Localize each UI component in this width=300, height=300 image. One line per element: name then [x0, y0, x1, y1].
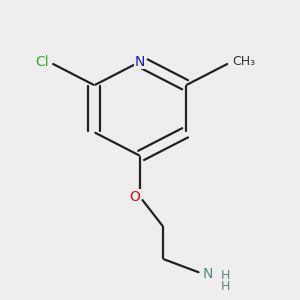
Text: N: N: [135, 55, 146, 69]
Text: N: N: [202, 267, 213, 281]
Text: CH₃: CH₃: [232, 55, 255, 68]
Text: H: H: [220, 280, 230, 292]
Text: O: O: [129, 190, 140, 204]
Text: H: H: [220, 269, 230, 282]
Text: Cl: Cl: [35, 55, 49, 69]
